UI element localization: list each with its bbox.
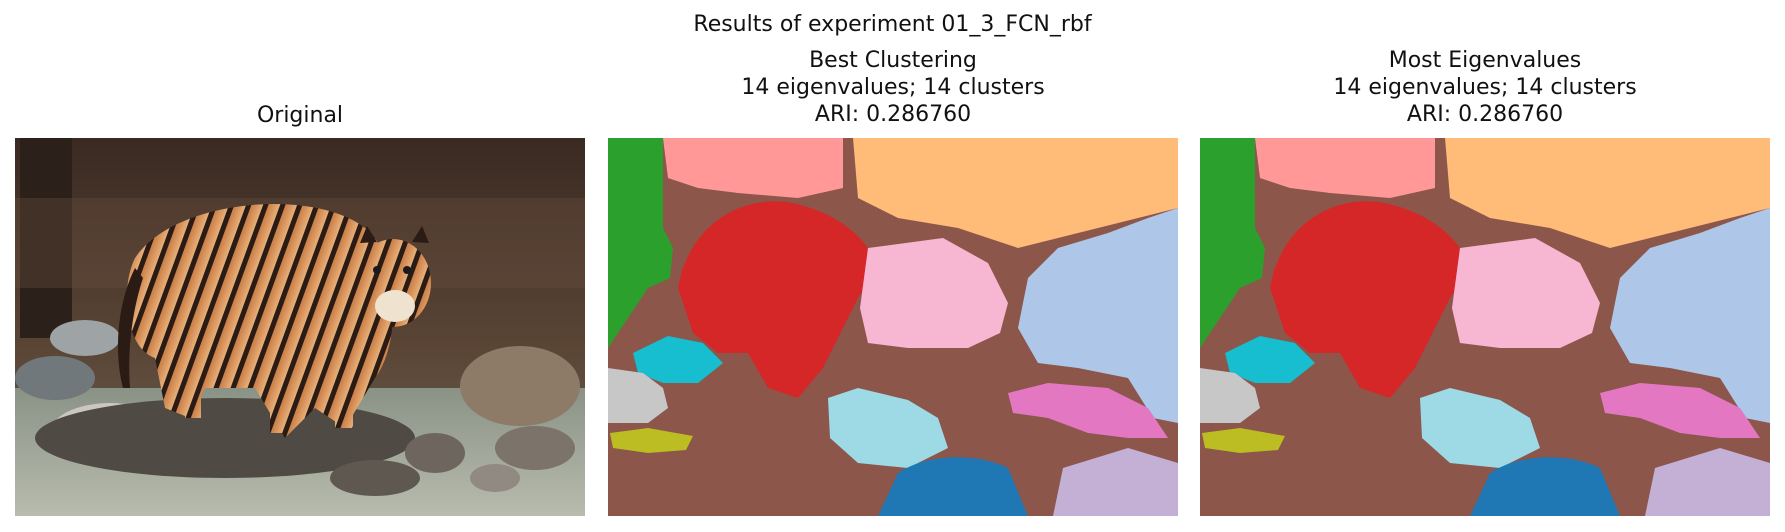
segment-green — [1200, 138, 1265, 348]
segment-magenta — [1008, 383, 1168, 438]
panel-title-line: Best Clustering — [809, 48, 977, 73]
best-clustering-panel — [608, 138, 1178, 516]
segment-pink — [1452, 238, 1600, 348]
segment-magenta — [1600, 383, 1760, 438]
segment-light-blue — [1610, 208, 1770, 423]
segment-olive — [610, 428, 693, 453]
segment-salmon — [663, 138, 843, 198]
panel-title-line: ARI: 0.286760 — [814, 102, 972, 127]
segment-red — [1270, 201, 1470, 398]
panel-title-line: Most Eigenvalues — [1388, 48, 1582, 73]
segment-light-gray — [608, 368, 668, 423]
panel-title-most-eigenvalues: Most Eigenvalues 14 eigenvalues; 14 clus… — [1200, 47, 1770, 128]
segmentation-most-eigenvalues — [1200, 138, 1770, 516]
segment-green — [608, 138, 673, 348]
segment-light-orange — [853, 138, 1178, 248]
segment-light-gray — [1200, 368, 1260, 423]
original-image — [15, 138, 585, 516]
most-eigenvalues-panel — [1200, 138, 1770, 516]
segment-cyan — [633, 336, 723, 383]
figure-suptitle: Results of experiment 01_3_FCN_rbf — [693, 12, 1092, 37]
segment-light-blue — [1018, 208, 1178, 423]
panel-title-line: 14 eigenvalues; 14 clusters — [741, 75, 1045, 100]
segment-olive — [1202, 428, 1285, 453]
segment-lavender — [1053, 448, 1178, 516]
segment-salmon — [1255, 138, 1435, 198]
segment-red — [678, 201, 878, 398]
segment-light-cyan — [828, 388, 948, 468]
panel-title-best-clustering: Best Clustering 14 eigenvalues; 14 clust… — [608, 47, 1178, 128]
panel-title-line: Original — [256, 103, 344, 128]
segment-blue — [1470, 457, 1620, 516]
panel-title-line: ARI: 0.286760 — [1406, 102, 1564, 127]
segment-pink — [860, 238, 1008, 348]
segment-cyan — [1225, 336, 1315, 383]
original-image-panel — [15, 138, 585, 516]
segment-lavender — [1645, 448, 1770, 516]
panel-title-original: Original — [15, 102, 585, 129]
segment-light-orange — [1445, 138, 1770, 248]
segment-blue — [878, 457, 1028, 516]
segment-light-cyan — [1420, 388, 1540, 468]
panel-title-line: 14 eigenvalues; 14 clusters — [1333, 75, 1637, 100]
segmentation-best-clustering — [608, 138, 1178, 516]
